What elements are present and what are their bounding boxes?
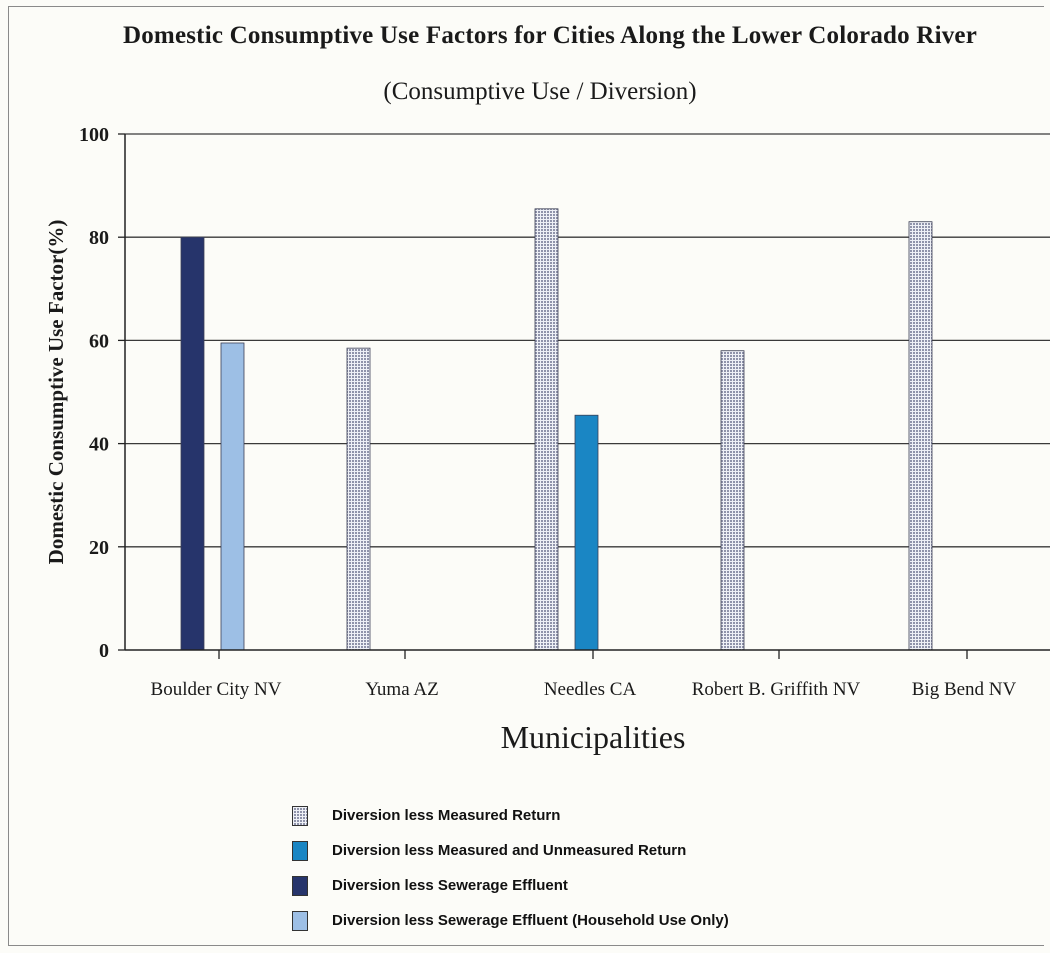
y-tick-label: 80 [89, 227, 109, 249]
bar [534, 208, 559, 651]
legend-item: Diversion less Measured Return [292, 798, 729, 833]
bar [346, 347, 371, 651]
legend-label: Diversion less Sewerage Effluent [332, 877, 568, 894]
legend-label: Diversion less Measured Return [332, 807, 561, 824]
bars [180, 208, 933, 651]
bar [220, 342, 245, 651]
legend-swatch-sewerage-effluent [292, 875, 308, 896]
y-tick-label: 20 [89, 537, 109, 559]
legend-label: Diversion less Sewerage Effluent (Househ… [332, 912, 729, 929]
legend: Diversion less Measured Return Diversion… [292, 798, 729, 938]
chart-subtitle: (Consumptive Use / Diversion) [383, 78, 697, 105]
chart-title: Domestic Consumptive Use Factors for Cit… [122, 22, 978, 49]
y-tick-labels: 0 20 40 60 80 100 [79, 124, 109, 662]
x-axis-label: Municipalities [501, 719, 686, 755]
bar [720, 350, 745, 651]
y-tick-label: 0 [99, 640, 109, 662]
x-tick-label: Big Bend NV [912, 679, 1017, 700]
legend-item: Diversion less Sewerage Effluent [292, 868, 729, 903]
legend-swatch-household-use [292, 910, 308, 931]
y-axis-label: Domestic Consumptive Use Factor(%) [44, 220, 68, 565]
legend-swatch-measured-return [292, 805, 308, 826]
legend-swatch-measured-unmeasured-return [292, 840, 308, 861]
x-tick-labels: Boulder City NV Yuma AZ Needles CA Robert B… [151, 679, 1017, 700]
legend-item: Diversion less Measured and Unmeasured R… [292, 833, 729, 868]
x-tick-label: Yuma AZ [365, 679, 438, 700]
x-tick-label: Boulder City NV [151, 679, 282, 700]
bar [908, 221, 933, 651]
x-tick-label: Robert B. Griffith NV [692, 679, 861, 700]
legend-label: Diversion less Measured and Unmeasured R… [332, 842, 687, 859]
y-tick-label: 60 [89, 330, 109, 352]
y-tick-label: 40 [89, 434, 109, 456]
x-tick-label: Needles CA [544, 679, 637, 700]
bar [574, 414, 599, 651]
chart-frame [8, 6, 1044, 946]
y-tick-label: 100 [79, 124, 109, 146]
legend-item: Diversion less Sewerage Effluent (Househ… [292, 903, 729, 938]
axes [118, 133, 1050, 659]
bar [180, 236, 205, 651]
